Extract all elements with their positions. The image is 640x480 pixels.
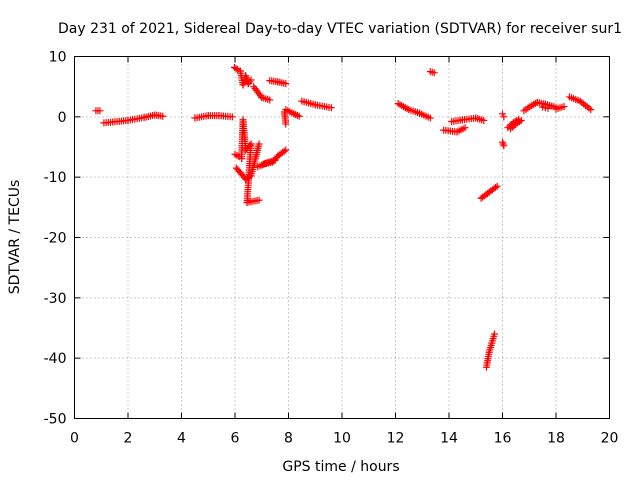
data-point [295, 112, 303, 120]
data-point [500, 142, 508, 150]
y-tick-label: -10 [44, 170, 67, 186]
x-tick-label: 14 [440, 431, 458, 447]
data-point [282, 120, 290, 128]
y-tick-label: -50 [44, 412, 67, 428]
x-tick-label: 6 [231, 431, 240, 447]
data-point [560, 103, 568, 111]
data-point [490, 330, 498, 338]
data-point [232, 65, 240, 73]
x-tick-label: 16 [494, 431, 512, 447]
data-point [499, 110, 506, 118]
x-axis-label: GPS time / hours [282, 459, 399, 475]
chart-title: Day 231 of 2021, Sidereal Day-to-day VTE… [58, 21, 622, 37]
data-point [493, 182, 501, 190]
data-point [282, 146, 290, 154]
data-point [517, 116, 525, 124]
data-point [282, 80, 290, 88]
x-tick-label: 10 [333, 431, 351, 447]
y-tick-label: 0 [58, 110, 67, 126]
axis-ticks: 0 2 4 6 8 10 12 14 16 18 20 10 0 -10 -20 -30 -40 -50 [44, 50, 619, 447]
y-tick-label: -40 [44, 351, 67, 367]
y-axis-label: SDTVAR / TECUs [7, 180, 23, 295]
data-point [461, 124, 469, 132]
data-point [255, 140, 263, 148]
data-point [159, 112, 167, 120]
y-tick-label: -20 [44, 231, 67, 247]
y-tick-label: -30 [44, 291, 67, 307]
grid-lines [74, 56, 610, 419]
data-point [271, 156, 279, 164]
data-point [430, 69, 438, 77]
data-point [280, 147, 288, 155]
data-point [255, 196, 263, 204]
x-tick-label: 4 [177, 431, 186, 447]
data-point [327, 104, 335, 112]
data-point [426, 114, 434, 122]
x-tick-label: 8 [284, 431, 293, 447]
data-point [247, 76, 255, 84]
x-tick-label: 12 [387, 431, 405, 447]
data-point [544, 104, 552, 112]
data-point [500, 113, 508, 121]
x-tick-label: 0 [70, 431, 79, 447]
data-point [266, 96, 274, 104]
x-tick-label: 18 [547, 431, 565, 447]
data-point [96, 107, 104, 115]
data-point [480, 116, 488, 124]
data-markers [92, 63, 595, 371]
y-tick-label: 10 [49, 50, 67, 66]
x-tick-label: 20 [601, 431, 619, 447]
data-point [587, 106, 595, 114]
data-point [492, 183, 500, 191]
x-tick-label: 2 [124, 431, 133, 447]
data-point [228, 113, 236, 121]
